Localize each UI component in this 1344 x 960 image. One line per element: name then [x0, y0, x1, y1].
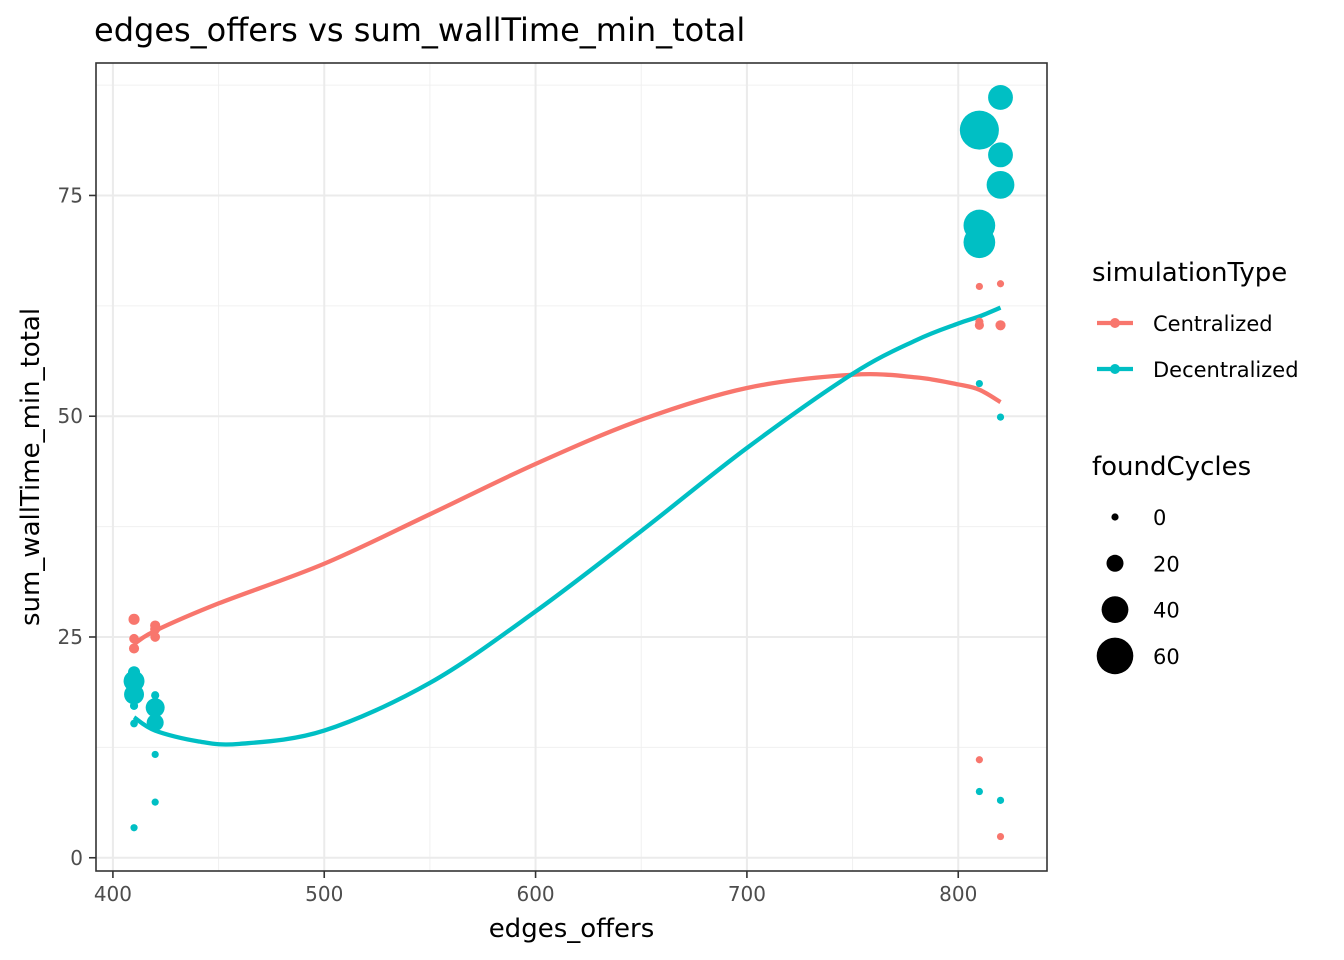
- smooth-lines: [132, 305, 1002, 747]
- legend-size-label: 60: [1153, 645, 1180, 669]
- plot-panel: [95, 62, 1048, 872]
- legend-size-title: foundCycles: [1092, 452, 1251, 482]
- legend-color-keys: Centralized Decentralized: [1097, 312, 1299, 382]
- x-tick-label: 700: [728, 882, 766, 906]
- legend-key-point: [1110, 364, 1120, 374]
- legend-size-dot: [1111, 513, 1119, 521]
- legend-size-dot: [1106, 554, 1124, 572]
- legend: simulationType CentralizedDecentralized …: [1092, 258, 1299, 675]
- data-point-decentralized: [996, 413, 1005, 421]
- legend-size-label: 0: [1153, 506, 1166, 530]
- legend-key-point: [1110, 318, 1120, 328]
- data-point-centralized: [996, 280, 1005, 288]
- data-point-centralized: [996, 832, 1005, 841]
- data-point-decentralized: [146, 714, 164, 732]
- panel-border: [95, 62, 1048, 872]
- data-point-decentralized: [975, 787, 983, 796]
- y-axis-title: sum_wallTime_min_total: [16, 308, 46, 626]
- data-point-centralized: [975, 756, 983, 764]
- data-point-centralized: [128, 643, 140, 654]
- data-point-decentralized: [996, 796, 1005, 804]
- data-point-decentralized: [124, 684, 145, 705]
- data-point-decentralized: [988, 85, 1013, 110]
- grid-minor: [96, 63, 1047, 871]
- x-axis: 400 500 600 700 800: [94, 871, 977, 906]
- smooth-line-centralized: [132, 372, 1002, 646]
- chart-title: edges_offers vs sum_wallTime_min_total: [94, 11, 745, 49]
- data-point-centralized: [995, 320, 1006, 331]
- data-point-decentralized: [130, 824, 138, 832]
- data-point-decentralized: [130, 719, 138, 728]
- data-point-centralized: [129, 633, 139, 644]
- y-tick-label: 50: [58, 404, 83, 428]
- data-point-decentralized: [151, 798, 159, 806]
- legend-size-label: 40: [1153, 599, 1180, 623]
- y-axis: 0 25 50 75: [58, 183, 96, 870]
- y-tick-label: 0: [70, 846, 83, 870]
- data-point-decentralized: [145, 698, 165, 718]
- x-tick-label: 400: [94, 882, 132, 906]
- data-point-centralized: [150, 623, 161, 635]
- x-tick-label: 800: [939, 882, 977, 906]
- smooth-line-decentralized: [132, 305, 1002, 747]
- legend-size-dot: [1101, 596, 1129, 623]
- x-tick-label: 600: [516, 882, 554, 906]
- data-point-decentralized: [963, 226, 996, 259]
- data-points: [123, 85, 1015, 841]
- data-point-decentralized: [151, 750, 159, 759]
- x-axis-title: edges_offers: [489, 914, 655, 944]
- data-point-centralized: [150, 632, 160, 642]
- data-point-centralized: [128, 613, 140, 625]
- data-point-centralized: [975, 317, 984, 326]
- grid-major: [96, 63, 1047, 871]
- y-tick-label: 75: [58, 183, 83, 207]
- data-point-decentralized: [129, 701, 139, 710]
- legend-color-title: simulationType: [1092, 258, 1287, 288]
- legend-size-keys: 0 20 40 60: [1096, 506, 1180, 675]
- legend-label-decentralized: Decentralized: [1153, 358, 1299, 382]
- data-point-decentralized: [127, 666, 141, 679]
- y-tick-label: 25: [58, 625, 83, 649]
- legend-size-dot: [1096, 637, 1134, 675]
- data-point-decentralized: [988, 142, 1013, 168]
- x-tick-label: 500: [305, 882, 343, 906]
- data-point-decentralized: [986, 170, 1015, 199]
- data-point-decentralized: [975, 379, 983, 388]
- data-point-decentralized: [151, 691, 160, 700]
- legend-size-label: 20: [1153, 552, 1180, 576]
- data-point-centralized: [975, 282, 983, 291]
- legend-label-centralized: Centralized: [1153, 312, 1273, 336]
- data-point-decentralized: [959, 110, 999, 150]
